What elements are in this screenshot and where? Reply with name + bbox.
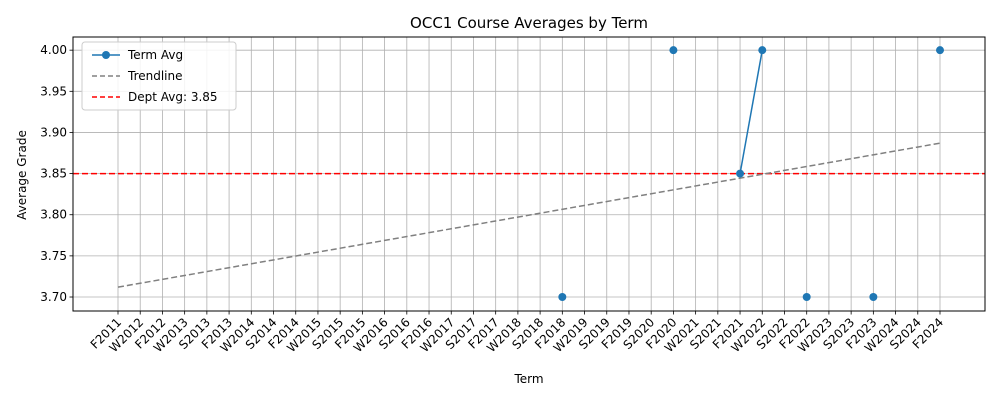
y-axis: 3.70 3.75 3.80 3.85 3.90 3.95 4.00 [40, 43, 73, 304]
data-point [758, 46, 767, 55]
series-line-segment [739, 50, 764, 174]
chart-title: OCC1 Course Averages by Term [410, 14, 648, 32]
y-tick-label: 3.80 [40, 208, 67, 222]
legend-trendline-label: Trendline [127, 69, 183, 83]
y-tick-label: 3.85 [40, 167, 67, 181]
trendline-group [117, 142, 941, 288]
legend: Term Avg Trendline Dept Avg: 3.85 [81, 41, 237, 111]
plot-frame [72, 36, 986, 312]
y-tick-label: 3.70 [40, 290, 67, 304]
x-axis-label: Term [513, 372, 543, 386]
legend-box [81, 41, 237, 111]
series-group [558, 46, 944, 302]
data-point [558, 293, 567, 302]
data-point [936, 46, 944, 55]
legend-term-avg-label: Term Avg [127, 48, 183, 62]
data-point [869, 293, 878, 302]
trendline [117, 142, 941, 288]
legend-term-avg-marker [102, 51, 110, 59]
y-axis-label: Average Grade [15, 130, 29, 220]
data-point [736, 169, 745, 178]
data-point [669, 46, 678, 55]
legend-dept-avg-label: Dept Avg: 3.85 [128, 90, 218, 104]
y-tick-label: 3.75 [40, 249, 67, 263]
data-point [802, 293, 811, 302]
y-tick-label: 4.00 [40, 43, 67, 57]
y-tick-label: 3.95 [40, 84, 67, 98]
y-tick-label: 3.90 [40, 125, 67, 139]
